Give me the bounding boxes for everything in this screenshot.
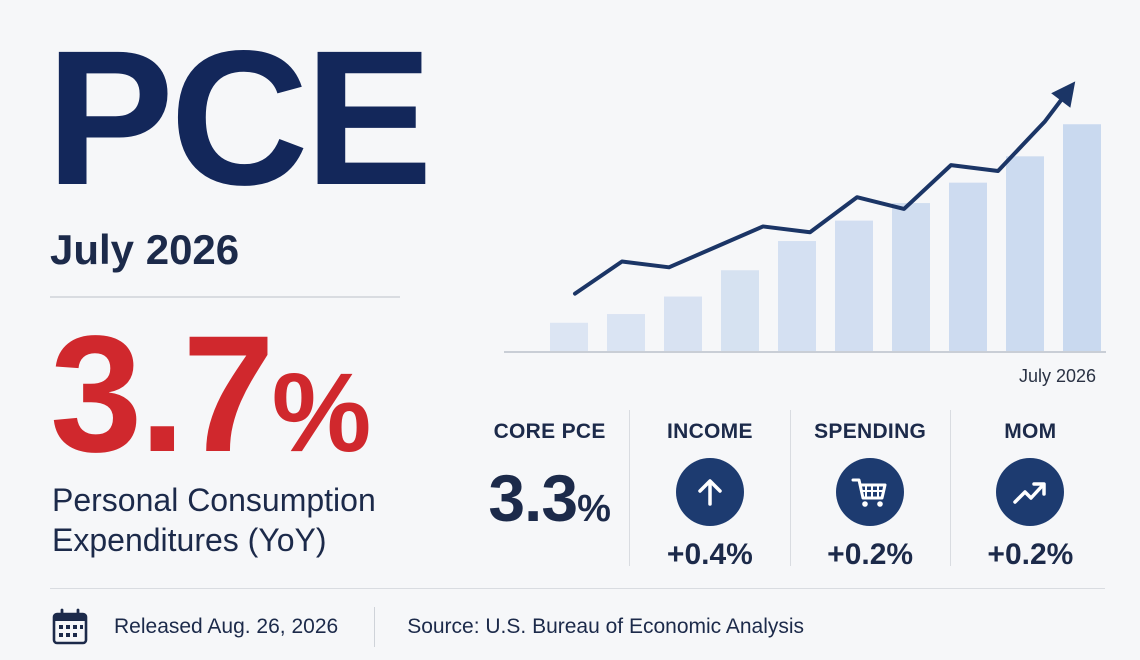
kpi-core-pce: CORE PCE 3.3%: [470, 410, 629, 566]
chart-bar-10: [1063, 124, 1101, 353]
main-metric-unit: %: [271, 350, 372, 475]
footer: Released Aug. 26, 2026 Source: U.S. Bure…: [50, 604, 804, 650]
chart-bar-3: [664, 296, 702, 352]
chart-bar-7: [892, 203, 930, 352]
divider-left: [50, 296, 400, 298]
kpi-spending: SPENDING +0.2%: [789, 410, 950, 571]
kpi-spending-label: SPENDING: [814, 420, 927, 443]
kpi-mom-label: MOM: [1004, 420, 1057, 443]
chart-bar-4: [721, 270, 759, 352]
chart-bar-9: [1006, 156, 1044, 352]
chart-bar-5: [778, 241, 816, 352]
kpi-core-pce-label: CORE PCE: [493, 420, 606, 443]
description-line-1: Personal Consumption: [52, 482, 376, 518]
main-metric-value: 3.7%: [50, 312, 371, 478]
cart-icon: [836, 458, 905, 526]
chart-bar-2: [607, 314, 645, 352]
trend-chart: [504, 81, 1106, 353]
kpi-mom: MOM +0.2%: [949, 410, 1110, 571]
chart-bar-1: [550, 322, 588, 352]
kpi-income: INCOME +0.4%: [629, 410, 789, 571]
kpi-core-pce-unit: %: [577, 488, 611, 530]
kpi-core-pce-number: 3.3: [488, 461, 578, 535]
main-metric-number: 3.7: [50, 302, 275, 487]
trend-arrowhead: [1051, 81, 1076, 108]
trend-line: [573, 98, 1063, 296]
calendar-icon: [52, 608, 88, 645]
data-source: Source: U.S. Bureau of Economic Analysis: [407, 615, 805, 638]
chart-bar-8: [949, 182, 987, 352]
kpi-income-change: +0.4%: [666, 538, 753, 571]
chart-bars: [550, 124, 1101, 353]
chart-period-label: July 2026: [1018, 366, 1096, 386]
kpi-spending-change: +0.2%: [827, 538, 914, 571]
trend-up-icon: [996, 458, 1065, 526]
kpi-income-label: INCOME: [666, 420, 753, 443]
divider-bottom: [50, 588, 1105, 589]
description-line-2: Expenditures (YoY): [52, 522, 327, 558]
kpi-core-pce-value: 3.3%: [470, 460, 629, 536]
kpi-row: CORE PCE 3.3% INCOME +0.4% SPENDING +0.2…: [470, 410, 1110, 571]
chart-bar-6: [835, 220, 873, 352]
arrow-up-icon: [675, 458, 744, 526]
main-metric-description: Personal Consumption Expenditures (YoY): [52, 480, 376, 560]
headline-period: July 2026: [50, 226, 240, 273]
kpi-mom-change: +0.2%: [987, 538, 1074, 571]
release-date: Released Aug. 26, 2026: [114, 615, 339, 638]
footer-separator: [374, 607, 376, 647]
headline-title: PCE: [46, 10, 433, 225]
